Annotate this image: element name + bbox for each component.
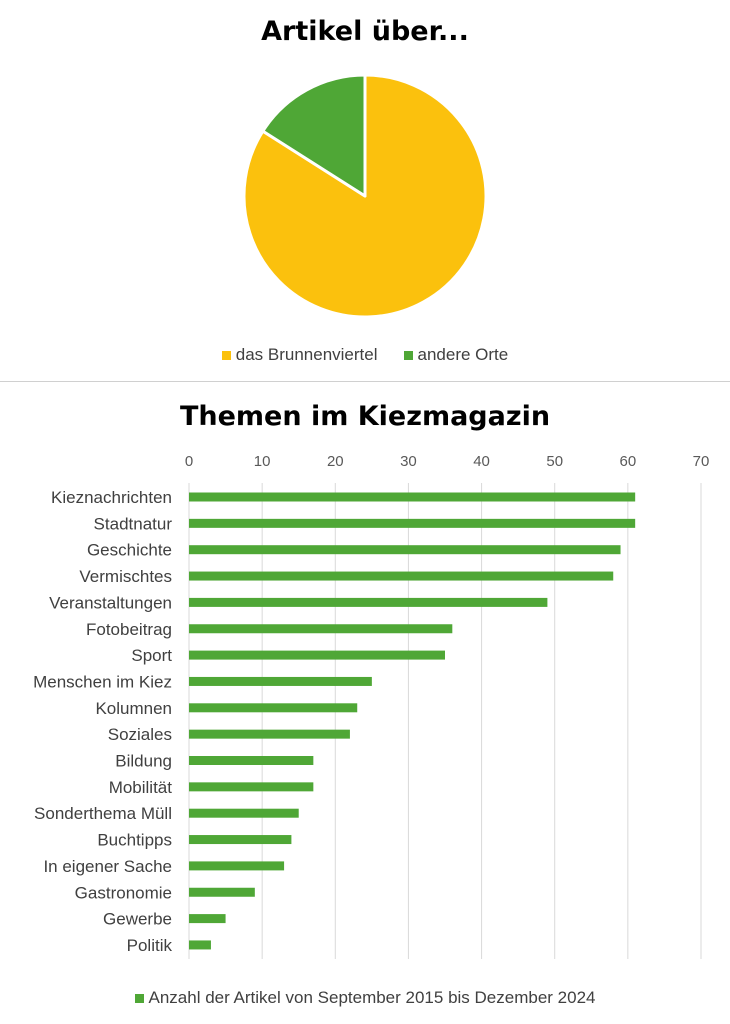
pie-legend-entry: das Brunnenviertel	[221, 344, 378, 366]
x-tick-label: 70	[693, 453, 710, 470]
bar-chart-title: Themen im Kiezmagazin	[179, 401, 551, 432]
pie-slice-andere-orte	[261, 73, 367, 198]
bar-in-eigener-sache	[189, 861, 285, 871]
bar-menschen-im-kiez	[189, 676, 372, 686]
bar-legend-entry: Anzahl der Artikel von September 2015 bi…	[134, 987, 596, 1009]
bar-sport	[189, 650, 445, 660]
category-label: Gastronomie	[75, 883, 172, 902]
category-label: In eigener Sache	[43, 857, 172, 876]
section-divider	[0, 381, 730, 382]
bar-stadtnatur	[189, 518, 636, 528]
category-label: Kolumnen	[95, 699, 172, 718]
category-label: Sport	[131, 646, 172, 665]
bar-fotobeitrag	[189, 624, 453, 634]
category-label: Soziales	[108, 725, 172, 744]
pie-chart	[242, 73, 488, 319]
category-label: Kieznachrichten	[51, 488, 172, 507]
x-tick-label: 50	[546, 453, 563, 470]
x-tick-label: 10	[254, 453, 271, 470]
legend-swatch-anzahl	[134, 993, 144, 1003]
x-tick-label: 40	[473, 453, 490, 470]
category-label: Sonderthema Müll	[34, 804, 172, 823]
bar-chart: 0 10 20 30 40 50 60 70 Kieznachrichten Stadtnatur…	[33, 453, 710, 959]
category-label: Politik	[127, 936, 173, 955]
bar-bildung	[189, 756, 314, 765]
bar-geschichte	[189, 545, 621, 555]
pie-chart-title: Artikel über...	[261, 16, 469, 47]
bar-kieznachrichten	[189, 492, 636, 502]
bar-vermischtes	[189, 571, 614, 581]
legend-swatch-brunnenviertel	[221, 350, 231, 360]
category-label: Buchtipps	[97, 831, 172, 850]
legend-label-anzahl: Anzahl der Artikel von September 2015 bi…	[148, 988, 596, 1007]
category-label: Vermischtes	[79, 567, 172, 586]
x-tick-label: 60	[620, 453, 637, 470]
x-tick-label: 20	[327, 453, 344, 470]
category-label: Gewerbe	[103, 910, 172, 929]
pie-legend: das Brunnenviertel andere Orte	[0, 344, 730, 366]
category-label: Veranstaltungen	[49, 593, 172, 612]
legend-label-brunnenviertel: das Brunnenviertel	[235, 345, 378, 364]
legend-swatch-andere-orte	[403, 350, 413, 360]
bar-sonderthema-muell	[189, 808, 299, 818]
bar-veranstaltungen	[189, 597, 548, 607]
bar-buchtipps	[189, 835, 292, 845]
category-label: Mobilität	[109, 778, 173, 797]
pie-legend-entry: andere Orte	[403, 344, 509, 366]
x-tick-label: 30	[400, 453, 417, 470]
category-label: Fotobeitrag	[86, 620, 172, 639]
bar-politik	[189, 940, 211, 950]
bar-mobilitaet	[189, 782, 314, 792]
category-label: Bildung	[115, 752, 172, 771]
bar-gastronomie	[189, 887, 255, 897]
category-label: Stadtnatur	[94, 514, 173, 533]
x-tick-label: 0	[185, 453, 193, 470]
category-label: Menschen im Kiez	[33, 672, 172, 691]
category-label: Geschichte	[87, 541, 172, 560]
bar-legend: Anzahl der Artikel von September 2015 bi…	[0, 987, 730, 1009]
bar-kolumnen	[189, 703, 358, 713]
legend-label-andere-orte: andere Orte	[417, 345, 509, 364]
bar-gewerbe	[189, 914, 226, 924]
bar-soziales	[189, 729, 350, 739]
